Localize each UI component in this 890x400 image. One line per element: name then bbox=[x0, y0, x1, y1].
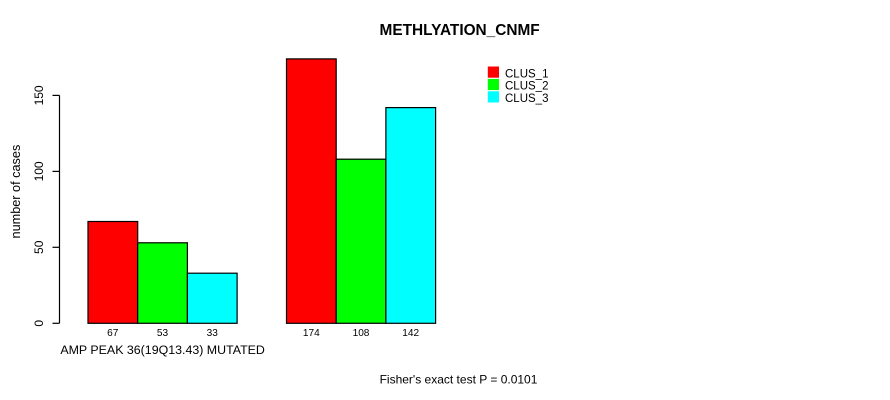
svg-text:CLUS_3: CLUS_3 bbox=[505, 93, 548, 105]
svg-text:50: 50 bbox=[32, 240, 46, 254]
svg-text:53: 53 bbox=[157, 328, 169, 339]
svg-text:174: 174 bbox=[303, 328, 320, 339]
svg-text:108: 108 bbox=[353, 328, 370, 339]
svg-text:CLUS_2: CLUS_2 bbox=[505, 81, 548, 93]
svg-text:150: 150 bbox=[32, 85, 46, 105]
svg-text:CLUS_1: CLUS_1 bbox=[505, 68, 548, 80]
svg-text:Fisher's exact test P = 0.0101: Fisher's exact test P = 0.0101 bbox=[380, 372, 538, 386]
svg-text:0: 0 bbox=[32, 320, 46, 327]
svg-text:METHLYATION_CNMF: METHLYATION_CNMF bbox=[380, 22, 540, 39]
svg-text:AMP PEAK 36(19Q13.43) MUTATED: AMP PEAK 36(19Q13.43) MUTATED bbox=[60, 343, 265, 357]
svg-text:number of cases: number of cases bbox=[9, 145, 23, 239]
svg-text:67: 67 bbox=[107, 328, 119, 339]
svg-text:142: 142 bbox=[402, 328, 419, 339]
svg-text:33: 33 bbox=[207, 328, 219, 339]
svg-text:100: 100 bbox=[32, 161, 46, 181]
